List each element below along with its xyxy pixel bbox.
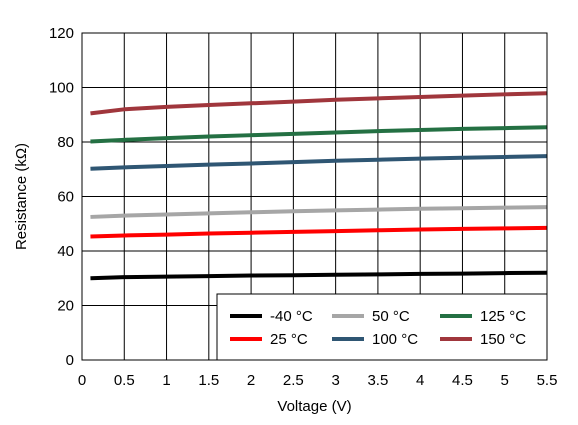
series-line	[90, 270, 548, 281]
y-tick-label: 20	[57, 298, 74, 315]
series-line	[90, 225, 548, 239]
y-tick-label: 120	[49, 25, 74, 42]
x-tick-label: 5.5	[537, 372, 558, 389]
y-tick-label: 0	[66, 352, 74, 369]
x-tick-label: 3	[331, 372, 339, 389]
legend: -40 °C 50 °C 125 °C 25 °C 100 °C 150 °C	[216, 293, 548, 361]
series-line	[90, 205, 548, 219]
legend-label: 125 °C	[480, 308, 526, 325]
y-tick-label: 60	[57, 189, 74, 206]
y-tick-labels: 0 20 40 60 80 100 120	[49, 25, 74, 369]
x-tick-label: 2.5	[283, 372, 304, 389]
x-axis-label: Voltage (V)	[277, 398, 351, 415]
x-tick-label: 5	[501, 372, 509, 389]
x-tick-label: 1	[162, 372, 170, 389]
x-tick-label: 0.5	[114, 372, 135, 389]
y-tick-label: 100	[49, 80, 74, 97]
legend-label: 100 °C	[372, 331, 418, 348]
x-tick-label: 4	[416, 372, 424, 389]
x-tick-label: 3.5	[367, 372, 388, 389]
y-axis-label: Resistance (kΩ)	[13, 143, 30, 250]
x-tick-labels: 0 0.5 1 1.5 2 2.5 3 3.5 4 4.5 5 5.5	[78, 372, 558, 389]
legend-label: 150 °C	[480, 331, 526, 348]
legend-label: -40 °C	[270, 308, 313, 325]
x-tick-label: 1.5	[198, 372, 219, 389]
series-line	[90, 154, 548, 171]
x-tick-label: 0	[78, 372, 86, 389]
legend-label: 25 °C	[270, 331, 308, 348]
legend-label: 50 °C	[372, 308, 410, 325]
series-line	[90, 91, 548, 116]
x-tick-label: 2	[247, 372, 255, 389]
series-line	[90, 125, 548, 144]
y-tick-label: 40	[57, 243, 74, 260]
x-tick-label: 4.5	[452, 372, 473, 389]
y-tick-label: 80	[57, 134, 74, 151]
series-group	[90, 91, 548, 281]
legend-box	[216, 293, 548, 361]
